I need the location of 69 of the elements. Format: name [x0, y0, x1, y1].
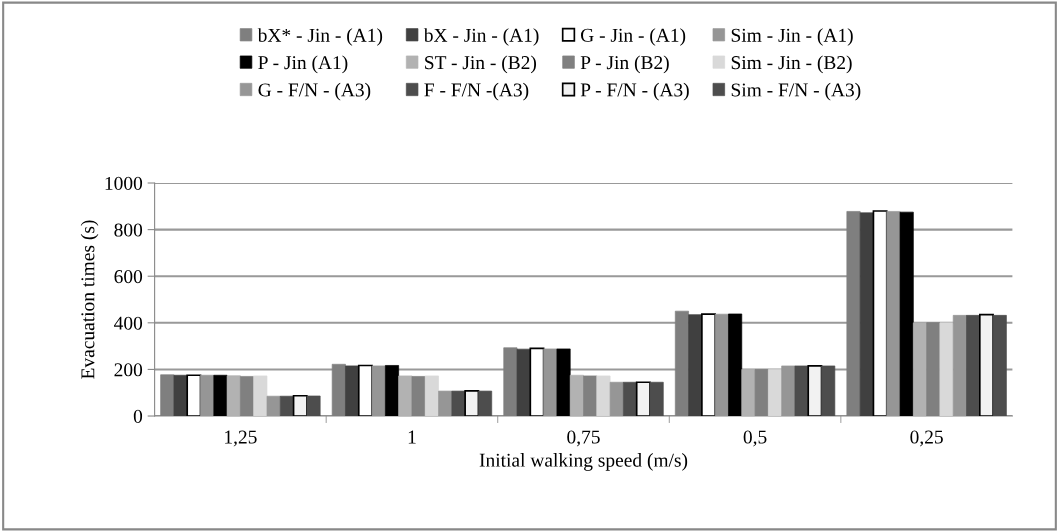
legend-label: G - F/N - (A3)	[258, 82, 371, 101]
bar	[306, 395, 321, 417]
bar	[464, 390, 480, 417]
legend-label: Sim - Jin - (B2)	[731, 55, 852, 74]
bar	[529, 347, 545, 417]
bar	[728, 313, 743, 417]
y-tick-label: 1000	[105, 176, 143, 190]
bar	[279, 395, 294, 417]
bar	[912, 322, 927, 417]
x-tick-label: 0,5	[743, 430, 767, 447]
bar	[173, 374, 188, 417]
bar	[266, 395, 281, 417]
bar	[451, 390, 466, 417]
legend-label: P - Jin (B2)	[580, 55, 669, 74]
bar	[596, 375, 611, 417]
legend-label: P - Jin (A1)	[258, 55, 348, 74]
bar	[966, 315, 981, 417]
bar	[424, 375, 439, 417]
x-tick-label: 0,75	[567, 430, 600, 447]
bar	[398, 375, 413, 417]
legend-label: Sim - F/N - (A3)	[731, 82, 861, 101]
legend-label: G - Jin - (A1)	[581, 28, 686, 46]
bar	[992, 315, 1007, 417]
bar	[807, 365, 823, 417]
y-tick-label: 0	[133, 409, 143, 423]
bar	[556, 348, 571, 417]
bar	[714, 313, 729, 417]
bar	[623, 381, 638, 417]
bar	[253, 375, 268, 417]
legend-label: bX - Jin - (A1)	[423, 28, 539, 46]
legend-label: P - F/N - (A3)	[580, 82, 689, 101]
legend-label: ST - Jin - (B2)	[425, 55, 537, 74]
bar	[543, 348, 558, 417]
bar	[186, 374, 202, 417]
bar	[741, 369, 756, 417]
bar	[345, 365, 360, 417]
legend-label: Sim - Jin - (A1)	[731, 28, 853, 46]
y-tick-label: 200	[114, 363, 143, 377]
bar	[649, 381, 664, 417]
legend-label: F - F/N -(A3)	[424, 82, 529, 101]
y-tick-label: 600	[114, 270, 143, 284]
x-tick-label: 0,25	[910, 430, 943, 447]
bar	[200, 374, 215, 417]
bar	[859, 212, 874, 417]
bar	[886, 211, 901, 417]
y-tick-label: 400	[114, 316, 143, 330]
bar	[939, 322, 954, 417]
bar	[768, 369, 783, 417]
bar	[438, 390, 453, 417]
bar	[899, 211, 914, 417]
x-axis-title: Initial walking speed (m/s)	[479, 453, 688, 471]
bar	[213, 374, 228, 417]
y-axis-title: Evacuation times (s)	[80, 220, 99, 379]
bar	[226, 375, 241, 417]
bar	[952, 315, 967, 417]
bar	[794, 365, 809, 417]
x-tick-label: 1	[408, 430, 416, 444]
bar	[385, 365, 400, 417]
bar	[569, 374, 584, 417]
bar	[371, 365, 386, 417]
bar	[478, 390, 493, 417]
y-tick-label: 800	[114, 223, 143, 237]
bar	[821, 365, 836, 417]
bar	[701, 313, 717, 417]
bar	[516, 348, 531, 417]
legend-label: bX* - Jin - (A1)	[257, 28, 383, 46]
bar	[688, 314, 703, 417]
x-tick-label: 1,25	[225, 430, 257, 447]
bar	[609, 381, 624, 417]
